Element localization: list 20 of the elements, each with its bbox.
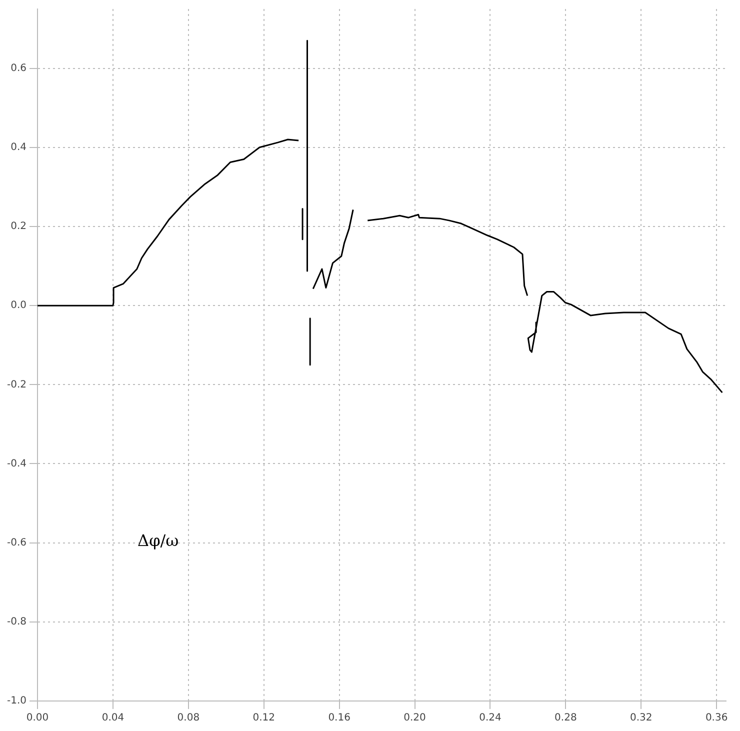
x-tick-label: 0.04: [102, 712, 124, 724]
y-tick-label: -0.8: [6, 616, 27, 628]
x-tick-label: 0.00: [26, 712, 49, 724]
x-tick-label: 0.16: [328, 712, 350, 724]
x-tick-label: 0.32: [630, 712, 652, 724]
y-tick-label: -0.6: [6, 537, 27, 548]
x-tick-label: 0.24: [479, 712, 502, 724]
x-tick-label: 0.20: [404, 712, 426, 724]
y-tick-label: 0.4: [10, 142, 27, 153]
y-tick-label: 0.6: [10, 62, 27, 74]
x-tick-label: 0.12: [252, 712, 275, 724]
x-tick-label: 0.28: [554, 712, 577, 724]
x-tick-label: 0.08: [177, 712, 200, 724]
y-tick-label: 0.0: [10, 300, 27, 312]
y-tick-label: 0.2: [10, 221, 27, 232]
y-tick-label: -1.0: [6, 696, 27, 707]
x-tick-label: 0.36: [705, 712, 728, 724]
annotation: Δφ/ω: [138, 530, 179, 550]
y-tick-label: -0.4: [6, 458, 27, 470]
y-tick-label: -0.2: [6, 379, 27, 390]
